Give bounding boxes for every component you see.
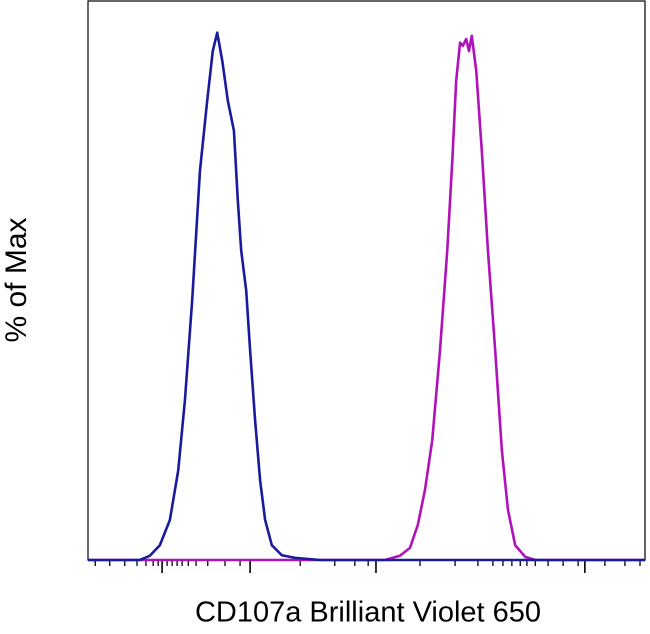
y-axis-label: % of Max xyxy=(0,217,33,342)
plot-frame xyxy=(87,0,646,561)
x-axis-label: CD107a Brilliant Violet 650 xyxy=(195,597,541,629)
histogram-line xyxy=(88,34,645,562)
histogram-line xyxy=(88,31,645,562)
